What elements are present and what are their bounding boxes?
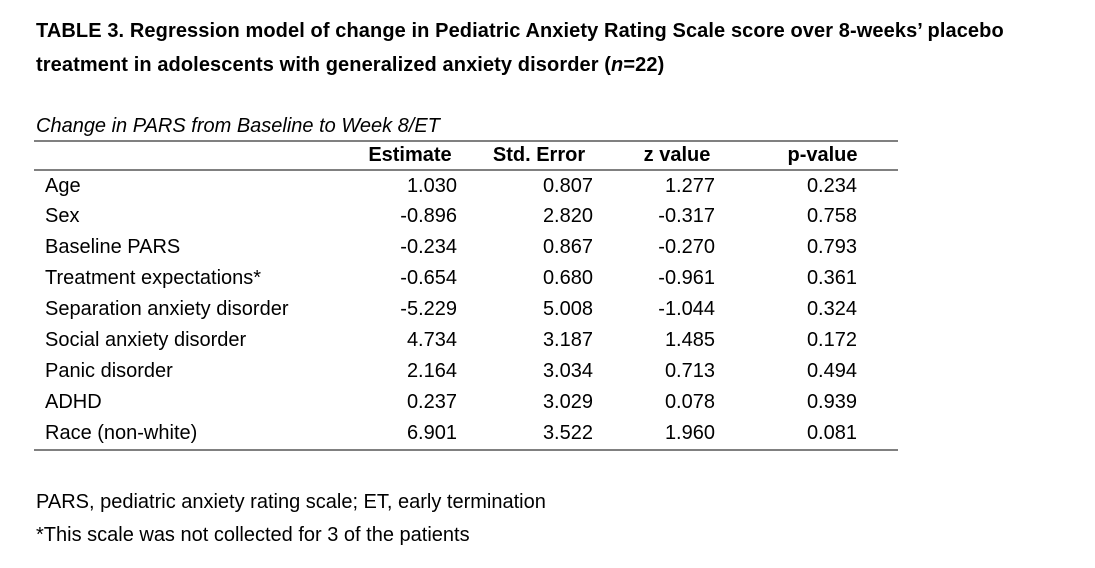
table-row: Separation anxiety disorder -5.229 5.008 -1… — [34, 294, 898, 325]
table-header-row: Estimate Std. Error z value p-value — [34, 142, 898, 171]
value-cell: 0.680 — [542, 267, 593, 289]
value-cell: 0.361 — [806, 267, 857, 289]
value-cell: 4.734 — [406, 329, 457, 351]
row-label-cell: Separation anxiety disorder — [45, 298, 289, 320]
value-cell: 0.793 — [806, 236, 857, 258]
row-label-cell: Treatment expectations* — [45, 267, 262, 289]
table-row: Age 1.030 0.807 1.277 0.234 — [34, 170, 898, 201]
value-cell: -0.961 — [658, 267, 715, 289]
table-row: Social anxiety disorder 4.734 3.187 1.485 0.… — [34, 325, 898, 356]
header-predictor — [34, 142, 349, 171]
value-cell: 0.807 — [542, 174, 593, 197]
table-subtitle: Change in PARS from Baseline to Week 8/E… — [36, 115, 440, 137]
value-cell: 2.820 — [542, 205, 593, 227]
regression-table: Estimate Std. Error z value p-value Age 1… — [34, 140, 898, 451]
title-line-1: TABLE 3. Regression model of change in P… — [36, 20, 1004, 42]
table-body: Age 1.030 0.807 1.277 0.234 Sex -0.896 2.820 -0.… — [34, 170, 898, 449]
table-row: Race (non-white) 6.901 3.522 1.960 0.081 — [34, 418, 898, 449]
footnote-abbreviations: PARS, pediatric anxiety rating scale; ET… — [36, 491, 546, 513]
table-row: Panic disorder 2.164 3.034 0.713 0.494 — [34, 356, 898, 387]
header-z-value: z value — [607, 142, 747, 171]
title-sample-size: =22) — [623, 54, 665, 76]
row-label-cell: ADHD — [45, 391, 102, 413]
value-cell: -1.044 — [658, 298, 715, 320]
row-label-cell: Baseline PARS — [45, 236, 181, 258]
value-cell: 0.078 — [664, 391, 715, 413]
value-cell: 1.960 — [664, 422, 715, 444]
value-cell: 0.234 — [806, 174, 857, 197]
value-cell: -0.234 — [400, 236, 457, 258]
row-label-cell: Panic disorder — [45, 360, 173, 382]
value-cell: -0.654 — [400, 267, 457, 289]
table-row: Baseline PARS -0.234 0.867 -0.270 0.793 — [34, 232, 898, 263]
value-cell: 0.237 — [406, 391, 457, 413]
value-cell: 0.081 — [806, 422, 857, 444]
table-row: Sex -0.896 2.820 -0.317 0.758 — [34, 201, 898, 232]
value-cell: 0.758 — [806, 205, 857, 227]
value-cell: 3.029 — [542, 391, 593, 413]
value-cell: 1.030 — [406, 174, 457, 197]
value-cell: 1.277 — [664, 174, 715, 197]
title-n-symbol: n — [611, 54, 624, 76]
value-cell: 6.901 — [406, 422, 457, 444]
table-header: Estimate Std. Error z value p-value — [34, 142, 898, 171]
header-estimate: Estimate — [349, 142, 471, 171]
value-cell: 0.172 — [806, 329, 857, 351]
table-row: Treatment expectations* -0.654 0.680 -0.961… — [34, 263, 898, 294]
row-label-cell: Sex — [45, 205, 80, 227]
value-cell: -0.896 — [400, 205, 457, 227]
table-row: ADHD 0.237 3.029 0.078 0.939 — [34, 387, 898, 418]
title-line-2: treatment in adolescents with generalize… — [36, 54, 664, 76]
value-cell: -0.317 — [658, 205, 715, 227]
header-std-error: Std. Error — [471, 142, 607, 171]
value-cell: 0.494 — [806, 360, 857, 382]
title-line-2-text: treatment in adolescents with generalize… — [36, 54, 612, 76]
regression-table-grid: Estimate Std. Error z value p-value Age 1… — [34, 142, 898, 449]
value-cell: 3.522 — [542, 422, 593, 444]
value-cell: 0.324 — [806, 298, 857, 320]
value-cell: -5.229 — [400, 298, 457, 320]
value-cell: 5.008 — [542, 298, 593, 320]
value-cell: 0.939 — [806, 391, 857, 413]
header-p-value: p-value — [747, 142, 898, 171]
row-label-cell: Social anxiety disorder — [45, 329, 247, 351]
value-cell: 2.164 — [406, 360, 457, 382]
value-cell: 3.034 — [542, 360, 593, 382]
row-label-cell: Age — [45, 174, 81, 197]
row-label-cell: Race (non-white) — [45, 422, 198, 444]
value-cell: -0.270 — [658, 236, 715, 258]
footnote-asterisk: *This scale was not collected for 3 of t… — [36, 524, 470, 546]
value-cell: 0.713 — [664, 360, 715, 382]
value-cell: 3.187 — [542, 329, 593, 351]
table-title: TABLE 3. Regression model of change in P… — [36, 14, 1066, 82]
footnotes: PARS, pediatric anxiety rating scale; ET… — [36, 486, 546, 552]
value-cell: 0.867 — [542, 236, 593, 258]
value-cell: 1.485 — [664, 329, 715, 351]
